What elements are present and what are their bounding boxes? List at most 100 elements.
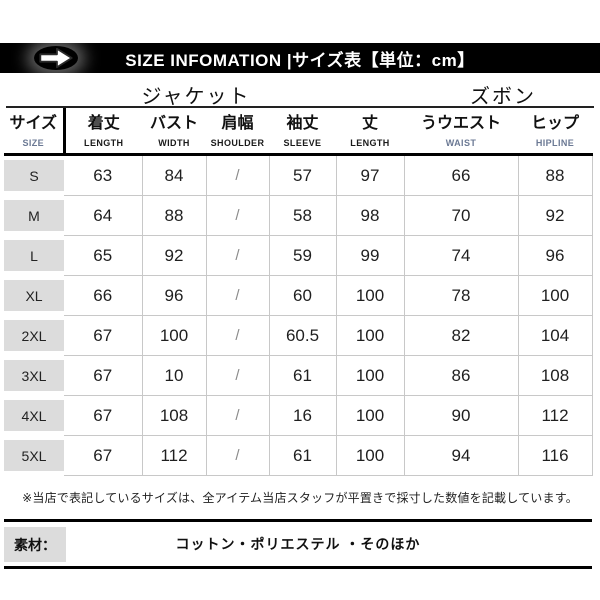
value-cell: 74 xyxy=(404,235,519,276)
value-cell: 86 xyxy=(404,355,519,396)
size-label: 5XL xyxy=(4,440,64,471)
column-header-sleeve: 袖丈 SLEEVE xyxy=(269,108,336,156)
value-cell: 100 xyxy=(518,275,593,316)
value-cell: / xyxy=(206,195,270,236)
value-cell: 112 xyxy=(518,395,593,436)
value-cell: 96 xyxy=(518,235,593,276)
page-title: SIZE INFOMATION |サイズ表【単位：cm】 xyxy=(125,50,475,70)
value-cell: 65 xyxy=(64,235,143,276)
size-cell: 2XL xyxy=(4,316,64,356)
size-cell: 4XL xyxy=(4,396,64,436)
title-bar: SIZE INFOMATION |サイズ表【単位：cm】 xyxy=(0,43,600,73)
column-header-hip-en: HIPLINE xyxy=(535,138,575,148)
size-cell: S xyxy=(4,155,64,196)
column-header-sleeve-en: SLEEVE xyxy=(283,138,322,148)
size-label: 4XL xyxy=(4,400,64,431)
value-cell: 64 xyxy=(64,195,143,236)
value-cell: 78 xyxy=(404,275,519,316)
value-cell: / xyxy=(206,435,270,476)
value-cell: / xyxy=(206,154,270,196)
material-label: 素材： xyxy=(4,527,66,562)
value-cell: 116 xyxy=(518,435,593,476)
value-cell: 100 xyxy=(336,395,405,436)
value-cell: 88 xyxy=(518,154,593,196)
table-row-5xl: 5XL 67 112 / 61 100 94 116 xyxy=(4,435,593,476)
column-header-size: サイズ SIZE xyxy=(4,108,64,156)
size-cell: XL xyxy=(4,276,64,316)
value-cell: 98 xyxy=(336,195,405,236)
value-cell: 67 xyxy=(64,395,143,436)
measurement-note: ※当店で表記しているサイズは、全アイテム当店スタッフが平置きで採寸した数値を記載… xyxy=(22,491,578,505)
value-cell: / xyxy=(206,235,270,276)
column-header-length: 着丈 LENGTH xyxy=(62,108,142,156)
section-label-jacket: ジャケット xyxy=(141,86,251,108)
value-cell: 70 xyxy=(404,195,519,236)
column-header-bust-en: WIDTH xyxy=(158,138,190,148)
size-label: XL xyxy=(4,280,64,311)
column-header-hip: ヒップ HIPLINE xyxy=(518,108,592,156)
material-value: コットン・ポリエステル ・そのほか xyxy=(175,536,421,552)
value-cell: 84 xyxy=(142,154,207,196)
value-cell: 16 xyxy=(269,395,337,436)
value-cell: 100 xyxy=(336,315,405,356)
column-header-size-jp: サイズ xyxy=(9,115,58,132)
value-cell: 63 xyxy=(64,154,143,196)
column-header-length-jp: 着丈 xyxy=(87,115,120,132)
size-cell: L xyxy=(4,236,64,276)
value-cell: / xyxy=(206,395,270,436)
column-header-pants-length: 丈 LENGTH xyxy=(336,108,404,156)
value-cell: 92 xyxy=(142,235,207,276)
size-label: 3XL xyxy=(4,360,64,391)
value-cell: 104 xyxy=(518,315,593,356)
value-cell: 90 xyxy=(404,395,519,436)
column-header-pants-length-en: LENGTH xyxy=(350,138,390,148)
value-cell: 58 xyxy=(269,195,337,236)
value-cell: 108 xyxy=(142,395,207,436)
value-cell: 96 xyxy=(142,275,207,316)
value-cell: 94 xyxy=(404,435,519,476)
value-cell: 88 xyxy=(142,195,207,236)
value-cell: / xyxy=(206,355,270,396)
value-cell: 112 xyxy=(142,435,207,476)
table-row-m: M 64 88 / 58 98 70 92 xyxy=(4,195,593,236)
size-label: 2XL xyxy=(4,320,64,351)
size-cell: 3XL xyxy=(4,356,64,396)
value-cell: 59 xyxy=(269,235,337,276)
column-header-shoulder: 肩幅 SHOULDER xyxy=(206,108,269,156)
column-header-length-en: LENGTH xyxy=(84,138,124,148)
value-cell: 67 xyxy=(64,355,143,396)
value-cell: 100 xyxy=(336,275,405,316)
header-row: サイズ SIZE 着丈 LENGTH バスト WIDTH 肩幅 SHOULDER… xyxy=(4,108,592,156)
material-row: 素材： コットン・ポリエステル ・そのほか xyxy=(4,519,592,569)
column-header-shoulder-jp: 肩幅 xyxy=(221,115,254,132)
value-cell: 100 xyxy=(336,355,405,396)
value-cell: 66 xyxy=(404,154,519,196)
value-cell: 10 xyxy=(142,355,207,396)
column-header-bust: バスト WIDTH xyxy=(142,108,206,156)
size-label: L xyxy=(4,240,64,271)
value-cell: 57 xyxy=(269,154,337,196)
value-cell: 100 xyxy=(336,435,405,476)
value-cell: 66 xyxy=(64,275,143,316)
value-cell: 92 xyxy=(518,195,593,236)
size-label: S xyxy=(4,160,64,192)
value-cell: 60 xyxy=(269,275,337,316)
table-row-3xl: 3XL 67 10 / 61 100 86 108 xyxy=(4,355,593,396)
size-cell: 5XL xyxy=(4,436,64,476)
column-header-waist: うウエスト WAIST xyxy=(404,108,518,156)
column-header-waist-en: WAIST xyxy=(445,138,477,148)
column-header-sleeve-jp: 袖丈 xyxy=(286,115,319,132)
column-header-shoulder-en: SHOULDER xyxy=(210,138,265,148)
value-cell: / xyxy=(206,315,270,356)
column-header-size-en: SIZE xyxy=(22,138,45,148)
value-cell: 61 xyxy=(269,435,337,476)
section-label-pants: ズボン xyxy=(470,86,536,108)
value-cell: 61 xyxy=(269,355,337,396)
value-cell: 97 xyxy=(336,154,405,196)
right-arrow-icon xyxy=(34,46,78,70)
table-row-2xl: 2XL 67 100 / 60.5 100 82 104 xyxy=(4,315,593,356)
table-row-4xl: 4XL 67 108 / 16 100 90 112 xyxy=(4,395,593,436)
value-cell: 67 xyxy=(64,435,143,476)
value-cell: 67 xyxy=(64,315,143,356)
